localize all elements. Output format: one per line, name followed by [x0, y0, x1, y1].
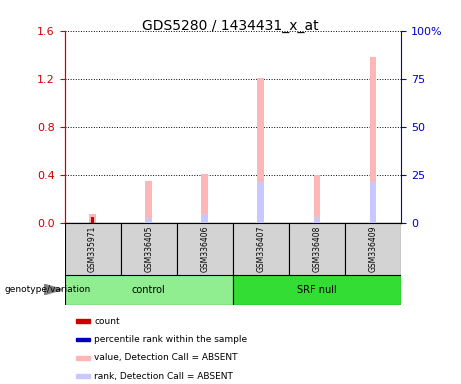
Text: genotype/variation: genotype/variation [5, 285, 91, 295]
Bar [77, 356, 90, 360]
Bar [313, 217, 320, 223]
Polygon shape [44, 284, 62, 295]
Text: value, Detection Call = ABSENT: value, Detection Call = ABSENT [95, 353, 238, 362]
Bar [201, 214, 208, 223]
Text: GSM336409: GSM336409 [368, 225, 378, 272]
Bar [77, 374, 90, 378]
Bar [201, 174, 208, 223]
Bar [145, 218, 152, 223]
Bar [65, 223, 121, 275]
Text: GSM335971: GSM335971 [88, 225, 97, 272]
Bar [121, 223, 177, 275]
Bar [233, 275, 401, 305]
Bar [289, 223, 345, 275]
Bar [370, 182, 376, 223]
Text: GSM336408: GSM336408 [313, 225, 321, 272]
Text: control: control [132, 285, 165, 295]
Text: count: count [95, 316, 120, 326]
Bar [370, 57, 376, 223]
Bar [258, 78, 264, 223]
Bar [89, 214, 96, 223]
Text: percentile rank within the sample: percentile rank within the sample [95, 335, 248, 344]
Bar [313, 175, 320, 223]
Bar [77, 338, 90, 341]
Bar [91, 217, 94, 223]
Bar [65, 275, 233, 305]
Text: rank, Detection Call = ABSENT: rank, Detection Call = ABSENT [95, 372, 233, 381]
Text: GSM336405: GSM336405 [144, 225, 153, 272]
Text: GSM336406: GSM336406 [200, 225, 209, 272]
Bar [233, 223, 289, 275]
Bar [177, 223, 233, 275]
Bar [145, 181, 152, 223]
Text: SRF null: SRF null [297, 285, 337, 295]
Bar [258, 182, 264, 223]
Bar [77, 319, 90, 323]
Bar [345, 223, 401, 275]
Text: GSM336407: GSM336407 [256, 225, 266, 272]
Text: GDS5280 / 1434431_x_at: GDS5280 / 1434431_x_at [142, 19, 319, 33]
